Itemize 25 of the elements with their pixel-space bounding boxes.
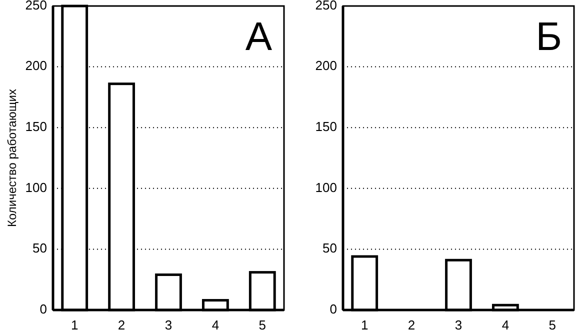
x-tick-label: 3	[164, 317, 172, 332]
y-tick-label: 150	[315, 119, 337, 134]
chart-title: Б	[536, 15, 562, 59]
y-tick-label: 200	[25, 58, 47, 74]
y-tick-label: 100	[25, 180, 47, 195]
x-tick-label: 1	[360, 317, 368, 332]
x-tick-label: 4	[502, 317, 510, 332]
x-tick-label: 4	[212, 317, 220, 332]
y-axis-title: Количество работающих	[5, 88, 20, 228]
y-tick-label: 0	[330, 301, 337, 316]
y-tick-label: 100	[315, 180, 337, 195]
y-tick-label: 50	[322, 240, 337, 256]
y-tick-label: 150	[25, 119, 47, 134]
x-tick-label: 5	[548, 317, 556, 332]
x-tick-label: 3	[454, 317, 462, 332]
chart-title: А	[245, 15, 272, 59]
y-tick-label: 200	[315, 58, 337, 74]
y-tick-label: 0	[40, 301, 47, 316]
x-tick-label: 1	[70, 317, 78, 332]
x-tick-label: 2	[118, 317, 126, 332]
y-tick-label: 50	[32, 240, 47, 256]
y-tick-label: 250	[315, 0, 337, 12]
y-tick-label: 250	[25, 0, 47, 12]
x-tick-label: 5	[258, 317, 266, 332]
x-tick-label: 2	[408, 317, 416, 332]
